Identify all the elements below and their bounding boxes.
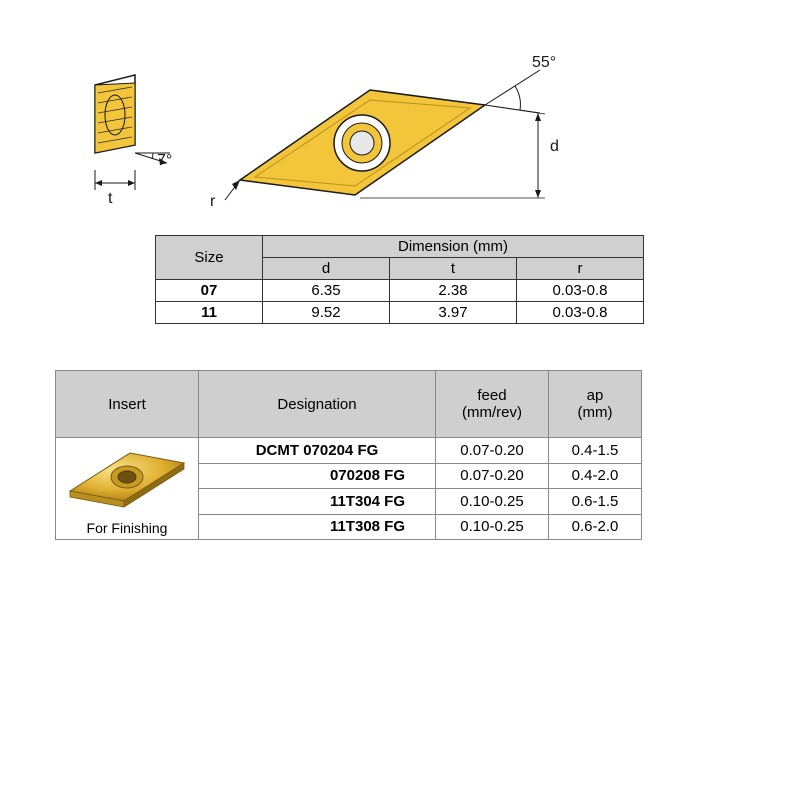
ap-header: ap (mm) [549,371,642,438]
insert-header: Insert [56,371,199,438]
insert-diagram-svg [80,60,600,240]
cell-r: 0.03-0.8 [517,302,644,324]
cell-size: 07 [156,280,263,302]
angle-7-label: 7° [157,152,172,170]
insert-thumbnail-icon [62,441,192,511]
size-header: Size [156,236,263,280]
designation-cell: 11T304 FG [199,489,436,515]
col-d: d [263,258,390,280]
dimension-header: Dimension (mm) [263,236,644,258]
technical-diagram: 7° t r 55° d [80,60,600,230]
dim-r-label: r [210,193,215,211]
ap-cell: 0.4-1.5 [549,438,642,464]
designation-cell: 11T308 FG [199,514,436,540]
cell-t: 3.97 [390,302,517,324]
table-row: 11 9.52 3.97 0.03-0.8 [156,302,644,324]
angle-55-label: 55° [532,54,556,72]
designation-cell: 070208 FG [199,463,436,489]
dim-d-label: d [550,138,559,156]
feed-cell: 0.10-0.25 [436,514,549,540]
cell-t: 2.38 [390,280,517,302]
feed-cell: 0.07-0.20 [436,463,549,489]
designation-header: Designation [199,371,436,438]
feed-cell: 0.10-0.25 [436,489,549,515]
insert-caption: For Finishing [62,520,192,536]
cell-d: 9.52 [263,302,390,324]
feed-header: feed (mm/rev) [436,371,549,438]
col-r: r [517,258,644,280]
insert-image-cell: For Finishing [56,438,199,540]
cell-size: 11 [156,302,263,324]
dimension-table: Size Dimension (mm) d t r 07 6.35 2.38 0… [155,235,644,324]
designation-cell: DCMT 070204 FG [199,438,436,464]
ap-cell: 0.4-2.0 [549,463,642,489]
col-t: t [390,258,517,280]
ap-cell: 0.6-1.5 [549,489,642,515]
feed-cell: 0.07-0.20 [436,438,549,464]
table-row: 07 6.35 2.38 0.03-0.8 [156,280,644,302]
ap-cell: 0.6-2.0 [549,514,642,540]
designation-table: Insert Designation feed (mm/rev) ap (mm) [55,370,642,540]
cell-d: 6.35 [263,280,390,302]
cell-r: 0.03-0.8 [517,280,644,302]
table-row: For Finishing DCMT 070204 FG 0.07-0.20 0… [56,438,642,464]
dim-t-label: t [108,190,112,208]
